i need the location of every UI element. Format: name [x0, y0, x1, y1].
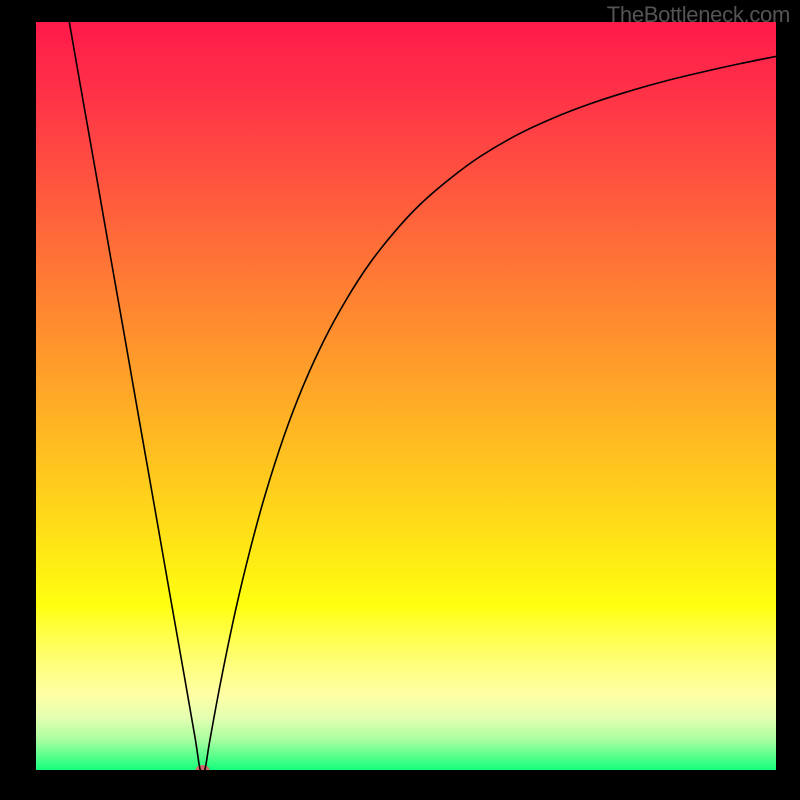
plot-area [36, 22, 776, 770]
plot-svg [36, 22, 776, 770]
watermark-text: TheBottleneck.com [607, 2, 790, 28]
chart-container: TheBottleneck.com [0, 0, 800, 800]
gradient-background [36, 22, 776, 770]
